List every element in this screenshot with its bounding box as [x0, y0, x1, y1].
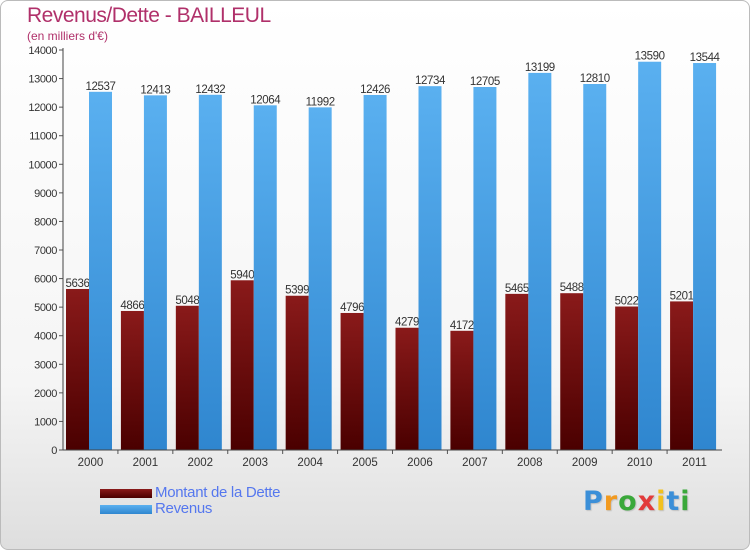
- y-tick-label: 2000: [34, 388, 57, 400]
- y-tick-label: 9000: [34, 188, 57, 200]
- legend-label-dette: Montant de la Dette: [155, 484, 281, 501]
- bar-dette-2001: [120, 310, 144, 450]
- y-tick-label: 14000: [28, 45, 57, 57]
- bar-dette-2007: [450, 330, 474, 450]
- bar-dette-2003: [230, 280, 254, 450]
- bar-dette-2006: [395, 327, 419, 450]
- x-tick-label: 2000: [78, 457, 104, 469]
- y-tick-label: 11000: [29, 131, 57, 143]
- logo-letter: r: [603, 486, 619, 517]
- data-label-revenus-2001: 12413: [140, 84, 170, 96]
- logo-letter: i: [680, 486, 691, 517]
- data-label-revenus-2000: 12537: [86, 81, 116, 93]
- y-tick-label: 12000: [28, 102, 57, 114]
- bar-revenus-2006: [418, 86, 442, 451]
- legend-swatch-revenus: [100, 505, 152, 514]
- y-tick-label: 3000: [34, 359, 57, 371]
- y-tick-label: 5000: [34, 302, 57, 314]
- x-tick-label: 2011: [682, 457, 707, 469]
- data-label-dette-2011: 5201: [670, 290, 694, 302]
- data-label-dette-2001: 4866: [120, 300, 144, 312]
- data-label-dette-2004: 5399: [285, 285, 309, 297]
- x-tick-label: 2003: [242, 457, 268, 469]
- logo-letter: i: [656, 486, 667, 517]
- bar-revenus-2005: [363, 94, 387, 450]
- bar-dette-2010: [615, 306, 639, 450]
- data-label-revenus-2005: 12426: [360, 84, 390, 96]
- x-tick-label: 2007: [462, 457, 488, 469]
- y-tick-label: 0: [51, 445, 57, 457]
- data-label-revenus-2008: 13199: [525, 62, 555, 74]
- y-tick-label: 8000: [34, 216, 57, 228]
- y-tick-label: 4000: [34, 331, 57, 343]
- proxiti-logo: Proxiti: [583, 486, 691, 517]
- bar-revenus-2009: [583, 84, 607, 450]
- logo-letter: o: [618, 486, 638, 517]
- bar-revenus-2002: [198, 94, 222, 451]
- data-label-revenus-2010: 13590: [635, 51, 665, 63]
- data-label-dette-2008: 5465: [505, 283, 529, 295]
- data-label-dette-2005: 4796: [340, 302, 364, 314]
- chart-title: Revenus/Dette - BAILLEUL: [27, 4, 271, 27]
- data-label-dette-2002: 5048: [175, 295, 199, 307]
- bar-revenus-2010: [638, 61, 662, 450]
- bar-dette-2008: [505, 293, 529, 450]
- x-tick-label: 2005: [352, 457, 378, 469]
- legend-swatch-dette: [100, 489, 152, 498]
- data-label-dette-2000: 5636: [66, 278, 90, 290]
- data-label-dette-2009: 5488: [560, 282, 584, 294]
- data-label-dette-2003: 5940: [230, 269, 254, 281]
- data-label-dette-2010: 5022: [615, 296, 639, 308]
- bar-dette-2002: [175, 305, 199, 450]
- x-tick-label: 2009: [572, 457, 598, 469]
- data-label-revenus-2006: 12734: [415, 75, 446, 87]
- bar-dette-2011: [670, 301, 694, 450]
- y-tick-label: 1000: [34, 416, 57, 428]
- logo-letter: x: [637, 486, 657, 517]
- x-tick-label: 2001: [133, 457, 159, 469]
- bar-revenus-2008: [528, 72, 552, 450]
- data-label-dette-2006: 4279: [395, 317, 419, 329]
- bar-revenus-2007: [473, 87, 497, 450]
- legend-label-revenus: Revenus: [155, 500, 213, 517]
- bar-revenus-2003: [253, 105, 277, 451]
- x-tick-label: 2002: [187, 457, 213, 469]
- chart-subtitle: (en milliers d'€): [27, 29, 108, 43]
- x-tick-label: 2008: [517, 457, 543, 469]
- bar-dette-2000: [66, 288, 89, 450]
- data-label-revenus-2011: 13544: [690, 52, 721, 64]
- data-label-revenus-2002: 12432: [195, 84, 225, 96]
- y-tick-label: 7000: [34, 245, 57, 257]
- data-label-revenus-2003: 12064: [250, 94, 281, 106]
- bar-dette-2005: [340, 312, 364, 450]
- bar-revenus-2001: [143, 95, 167, 450]
- data-label-dette-2007: 4172: [450, 320, 474, 332]
- data-label-revenus-2004: 11992: [306, 96, 335, 108]
- logo-letter: t: [666, 486, 681, 517]
- bar-revenus-2011: [693, 63, 717, 451]
- logo-letter: P: [583, 486, 604, 517]
- x-tick-label: 2010: [627, 457, 653, 469]
- bar-revenus-2000: [89, 91, 112, 451]
- y-tick-label: 13000: [28, 74, 57, 86]
- bar-dette-2009: [560, 293, 584, 450]
- data-label-revenus-2009: 12810: [580, 73, 610, 85]
- bar-dette-2004: [285, 295, 309, 450]
- x-tick-label: 2004: [297, 457, 323, 469]
- bar-revenus-2004: [308, 107, 332, 450]
- y-tick-label: 10000: [28, 159, 57, 171]
- data-label-revenus-2007: 12705: [470, 76, 500, 88]
- x-tick-label: 2006: [407, 457, 433, 469]
- y-tick-label: 6000: [34, 274, 57, 286]
